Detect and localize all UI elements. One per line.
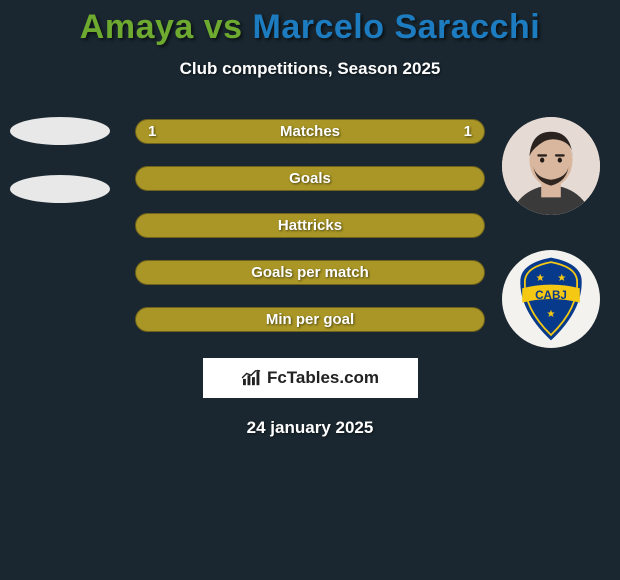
subtitle: Club competitions, Season 2025 [0,59,620,79]
right-avatars-column: CABJ [502,117,600,348]
stat-row-hattricks: Hattricks [135,213,485,238]
stat-bars: 1 Matches 1 Goals Hattricks Goals per ma… [135,119,485,332]
player1-avatar-placeholder [10,117,110,145]
stat-row-goals: Goals [135,166,485,191]
stat-label: Goals [289,170,331,187]
stat-label: Goals per match [251,264,369,281]
stat-row-matches: 1 Matches 1 [135,119,485,144]
comparison-panel: CABJ 1 Matches 1 Goals Hattricks [0,119,620,438]
date-label: 24 january 2025 [0,418,620,438]
left-avatars-column [10,117,110,203]
brand-box: FcTables.com [203,358,418,398]
stat-right-value: 1 [464,123,472,140]
bar-chart-icon [241,369,263,387]
club-crest-icon: CABJ [506,254,596,344]
stat-row-min-per-goal: Min per goal [135,307,485,332]
brand-text: FcTables.com [267,368,379,388]
stat-left-value: 1 [148,123,156,140]
player2-avatar [502,117,600,215]
player1-club-placeholder [10,175,110,203]
crest-text: CABJ [535,289,567,302]
player1-name: Amaya [80,8,194,46]
page-title: Amaya vs Marcelo Saracchi [0,0,620,47]
vs-separator: vs [194,8,253,46]
player2-name: Marcelo Saracchi [253,8,541,46]
player-headshot-icon [502,117,600,215]
stat-label: Hattricks [278,217,342,234]
stat-row-goals-per-match: Goals per match [135,260,485,285]
stat-label: Min per goal [266,311,354,328]
stat-label: Matches [280,123,340,140]
player2-club-badge: CABJ [502,250,600,348]
